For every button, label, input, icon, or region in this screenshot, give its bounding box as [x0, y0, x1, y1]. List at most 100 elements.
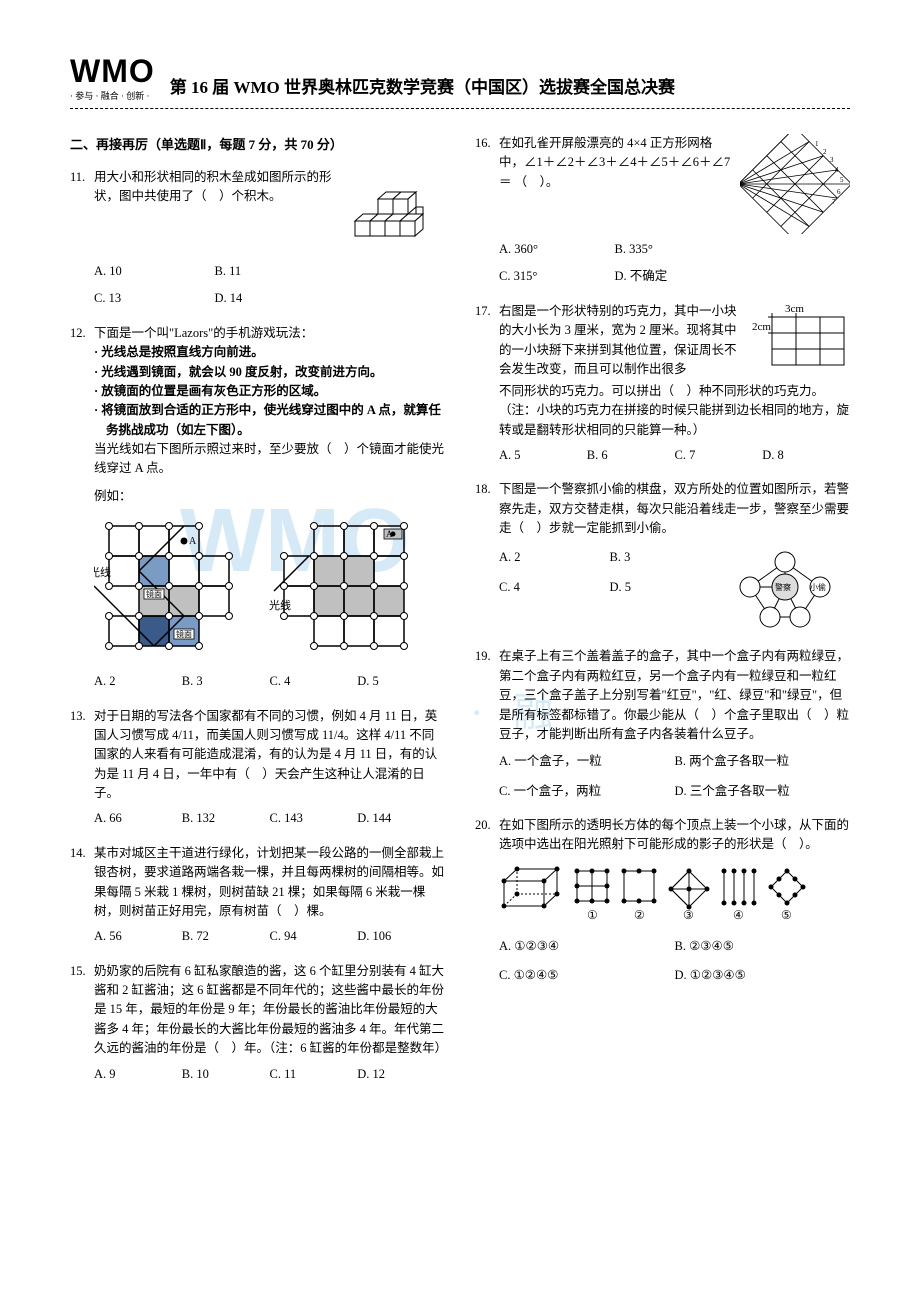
q-num: 13. [70, 707, 94, 726]
option: C. 143 [270, 809, 358, 828]
option: B. 6 [587, 446, 675, 465]
question-12: 12. 下面是一个叫"Lazors"的手机游戏玩法： · 光线总是按照直线方向前… [70, 324, 445, 692]
figure-lazors-left: A 光线 镜面 镜面 [94, 511, 249, 666]
option: C. 11 [270, 1065, 358, 1084]
logo-subtitle: · 参与 · 融合 · 创新 · [70, 89, 155, 102]
svg-text:④: ④ [733, 908, 744, 922]
option: C. 4 [499, 578, 610, 597]
page-title: 第 16 届 WMO 世界奥林匹克数学竞赛（中国区）选拔赛全国总决赛 [170, 73, 675, 102]
label-police: 警察 [775, 582, 791, 592]
section-title: 二、再接再厉（单选题Ⅱ，每题 7 分，共 70 分） [70, 134, 445, 153]
q-num: 14. [70, 844, 94, 863]
bullet: · 光线总是按照直线方向前进。 [94, 343, 445, 362]
figure-lazors-right: A 光线 [269, 511, 424, 666]
option: C. 13 [94, 289, 215, 308]
option: C. 94 [270, 927, 358, 946]
page-header: WMO · 参与 · 融合 · 创新 · 第 16 届 WMO 世界奥林匹克数学… [70, 55, 850, 102]
bullet: · 光线遇到镜面，就会以 90 度反射，改变前进方向。 [94, 363, 445, 382]
question-19: 19. 在桌子上有三个盖着盖子的盒子，其中一个盒子内有两粒绿豆，第二个盒子内有两… [475, 647, 850, 801]
q-text: 奶奶家的后院有 6 缸私家酿造的酱，这 6 个缸里分别装有 4 缸大酱和 2 缸… [94, 962, 445, 1059]
option: A. 10 [94, 262, 215, 281]
svg-text:①: ① [587, 908, 598, 922]
option: D. 5 [357, 672, 445, 691]
option: B. 3 [610, 548, 721, 567]
svg-text:5: 5 [840, 176, 844, 184]
option: C. 7 [675, 446, 763, 465]
q-text-part2: 不同形状的巧克力。可以拼出（ ）种不同形状的巧克力。（注：小块的巧克力在拼接的时… [475, 382, 850, 440]
svg-text:光线: 光线 [94, 565, 111, 579]
option: D. 8 [762, 446, 850, 465]
q-text: 在如孔雀开屏般漂亮的 4×4 正方形网格中，∠1＋∠2＋∠3＋∠4＋∠5＋∠6＋… [499, 134, 740, 192]
option: B. ②③④⑤ [675, 937, 851, 956]
q-num: 19. [475, 647, 499, 666]
q-text-part1: 右图是一个形状特别的巧克力，其中一小块的大小长为 3 厘米，宽为 2 厘米。现将… [499, 302, 750, 380]
label-thief: 小偷 [810, 582, 826, 592]
q-tail: 当光线如右下图所示照过来时，至少要放（ ）个镜面才能使光线穿过 A 点。 [94, 440, 445, 479]
q-text: 下图是一个警察抓小偷的棋盘，双方所处的位置如图所示，若警察先走，双方交替走棋，每… [499, 480, 850, 538]
figure-shadows: ① ② ③ ④ ⑤ [475, 861, 850, 931]
bullet: · 放镜面的位置是画有灰色正方形的区域。 [94, 382, 445, 401]
option: D. 144 [357, 809, 445, 828]
svg-text:光线: 光线 [269, 598, 291, 612]
q-text: 在如下图所示的透明长方体的每个顶点上装一个小球，从下面的选项中选出在阳光照射下可… [499, 816, 850, 855]
q-text: 对于日期的写法各个国家都有不同的习惯，例如 4 月 11 日，英国人习惯写成 4… [94, 707, 445, 804]
option: A. 2 [499, 548, 610, 567]
svg-text:③: ③ [683, 908, 694, 922]
figure-peacock: 123 4567 [740, 134, 850, 234]
question-13: 13. 对于日期的写法各个国家都有不同的习惯，例如 4 月 11 日，英国人习惯… [70, 707, 445, 829]
option: A. 一个盒子，一粒 [499, 752, 675, 771]
q-num: 20. [475, 816, 499, 835]
option: B. 两个盒子各取一粒 [675, 752, 851, 771]
option: A. ①②③④ [499, 937, 675, 956]
option: B. 132 [182, 809, 270, 828]
q-num: 17. [475, 302, 499, 321]
bullet: · 将镜面放到合适的正方形中，使光线穿过图中的 A 点，就算任务挑战成功（如左下… [94, 401, 445, 440]
svg-text:1: 1 [815, 140, 819, 148]
option: C. 一个盒子，两粒 [499, 782, 675, 801]
option: A. 66 [94, 809, 182, 828]
q-num: 16. [475, 134, 499, 153]
option: B. 335° [615, 240, 731, 259]
option: D. 三个盒子各取一粒 [675, 782, 851, 801]
svg-text:镜面: 镜面 [146, 589, 162, 599]
option: D. 不确定 [615, 267, 731, 286]
q-num: 15. [70, 962, 94, 981]
question-16: 16. 在如孔雀开屏般漂亮的 4×4 正方形网格中，∠1＋∠2＋∠3＋∠4＋∠5… [475, 134, 850, 287]
svg-text:②: ② [634, 908, 645, 922]
question-14: 14. 某市对城区主干道进行绿化，计划把某一段公路的一侧全部栽上银杏树，要求道路… [70, 844, 445, 947]
header-divider [70, 108, 850, 109]
q-num: 11. [70, 168, 94, 187]
svg-text:4: 4 [835, 166, 839, 174]
q-intro: 下面是一个叫"Lazors"的手机游戏玩法： [94, 324, 445, 343]
option: B. 3 [182, 672, 270, 691]
q-num: 18. [475, 480, 499, 499]
figure-police-board: 警察 小偷 [720, 542, 850, 632]
option: C. 315° [499, 267, 615, 286]
option: B. 11 [215, 262, 336, 281]
option: A. 9 [94, 1065, 182, 1084]
label-3cm: 3cm [785, 303, 804, 315]
option: D. 12 [357, 1065, 445, 1084]
svg-text:7: 7 [832, 198, 836, 206]
q-text: 在桌子上有三个盖着盖子的盒子，其中一个盒子内有两粒绿豆，第二个盒子内有两粒红豆，… [499, 647, 850, 744]
q-num: 12. [70, 324, 94, 343]
option: A. 2 [94, 672, 182, 691]
logo-text: WMO [70, 55, 155, 87]
example-label: 例如： [94, 487, 445, 506]
svg-text:3: 3 [830, 156, 834, 164]
svg-text:⑤: ⑤ [781, 908, 792, 922]
question-15: 15. 奶奶家的后院有 6 缸私家酿造的酱，这 6 个缸里分别装有 4 缸大酱和… [70, 962, 445, 1084]
question-18: 18. 下图是一个警察抓小偷的棋盘，双方所处的位置如图所示，若警察先走，双方交替… [475, 480, 850, 632]
question-17: 17. 右图是一个形状特别的巧克力，其中一小块的大小长为 3 厘米，宽为 2 厘… [475, 302, 850, 466]
option: D. 5 [610, 578, 721, 597]
svg-text:镜面: 镜面 [176, 629, 192, 639]
option: A. 56 [94, 927, 182, 946]
svg-text:A: A [189, 536, 197, 547]
label-2cm: 2cm [752, 321, 771, 333]
question-20: 20. 在如下图所示的透明长方体的每个顶点上装一个小球，从下面的选项中选出在阳光… [475, 816, 850, 986]
option: B. 10 [182, 1065, 270, 1084]
option: C. ①②④⑤ [499, 966, 675, 985]
svg-text:6: 6 [837, 188, 841, 196]
option: A. 360° [499, 240, 615, 259]
option: A. 5 [499, 446, 587, 465]
